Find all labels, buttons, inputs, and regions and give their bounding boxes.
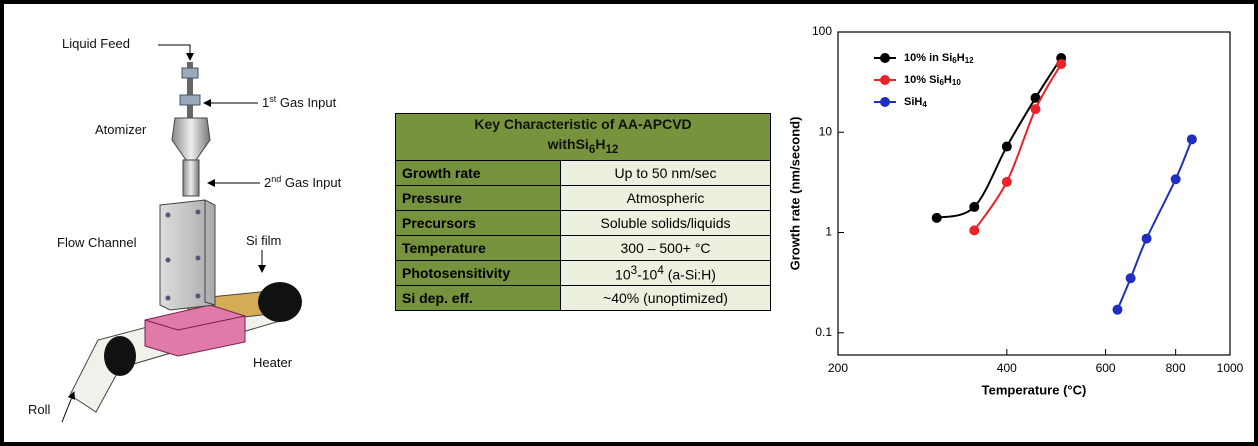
roll-left bbox=[104, 336, 136, 376]
y-tick-label: 100 bbox=[812, 24, 832, 38]
data-point bbox=[1001, 141, 1012, 152]
x-tick-label: 1000 bbox=[1217, 361, 1244, 375]
row-label: Photosensitivity bbox=[395, 260, 561, 286]
label: Roll bbox=[28, 402, 51, 417]
table-row: Temperature 300 – 500+ °C bbox=[395, 235, 771, 261]
series-line bbox=[1116, 138, 1193, 311]
x-tick-label: 400 bbox=[997, 361, 1017, 375]
apparatus-diagram: Liquid Feed 1st Gas Input Atomizer 2nd G… bbox=[28, 36, 342, 423]
data-point bbox=[1170, 174, 1181, 185]
nozzle bbox=[182, 159, 200, 197]
chart: 100 10 1 0.1 200 400 600 800 1000 Temperature (°C… bbox=[787, 24, 1243, 397]
row-value: 103-104 (a-Si:H) bbox=[560, 260, 771, 286]
bolts bbox=[165, 209, 201, 301]
characteristics-table: Key Characteristic of AA-APCVD withSi6H12… bbox=[395, 113, 771, 311]
series-line bbox=[973, 63, 1063, 231]
legend-label: 10% Si6H10 bbox=[904, 74, 961, 87]
y-tick-label: 1 bbox=[825, 225, 832, 239]
label: Si film bbox=[246, 233, 281, 248]
row-value: ~40% (unoptimized) bbox=[560, 285, 771, 311]
legend-label: SiH4 bbox=[904, 96, 927, 109]
x-tick-label: 200 bbox=[828, 361, 848, 375]
row-label: Pressure bbox=[395, 185, 561, 211]
text-part: withSi bbox=[547, 136, 589, 153]
label: Atomizer bbox=[95, 122, 147, 137]
table-row: Pressure Atmospheric bbox=[395, 185, 771, 211]
data-point bbox=[931, 212, 942, 223]
x-tick-label: 600 bbox=[1096, 361, 1116, 375]
data-point bbox=[1056, 58, 1067, 69]
row-value: Atmospheric bbox=[560, 185, 771, 211]
label: 2nd Gas Input bbox=[264, 174, 342, 190]
label: Flow Channel bbox=[57, 235, 137, 250]
data-point bbox=[969, 225, 980, 236]
y-tick-label: 10 bbox=[819, 124, 833, 138]
fitting bbox=[181, 67, 199, 79]
text-part: 10 bbox=[615, 266, 631, 283]
row-label: Temperature bbox=[395, 235, 561, 261]
data-point bbox=[1112, 304, 1123, 315]
text-part: 12 bbox=[605, 142, 619, 156]
plot-frame bbox=[837, 31, 1231, 356]
legend-label: 10% in Si6H12 bbox=[904, 52, 974, 65]
text-part: -10 bbox=[637, 266, 658, 283]
legend-marker bbox=[880, 97, 890, 107]
heater bbox=[144, 304, 246, 357]
x-tick-label: 800 bbox=[1166, 361, 1186, 375]
table-row: Growth rate Up to 50 nm/sec bbox=[395, 160, 771, 186]
data-point bbox=[969, 201, 980, 212]
text-part: 4 bbox=[657, 263, 664, 277]
table-row: Si dep. eff. ~40% (unoptimized) bbox=[395, 285, 771, 311]
y-axis-title: Growth rate (nm/second) bbox=[787, 117, 802, 271]
data-point bbox=[1001, 176, 1012, 187]
data-point bbox=[1141, 233, 1152, 244]
y-tick-label: 0.1 bbox=[815, 325, 832, 339]
data-point bbox=[1030, 104, 1041, 115]
table-row: Photosensitivity 103-104 (a-Si:H) bbox=[395, 260, 771, 286]
table-row: Precursors Soluble solids/liquids bbox=[395, 210, 771, 236]
fitting bbox=[179, 94, 201, 106]
atomizer-body bbox=[171, 117, 211, 161]
text-part: 3 bbox=[630, 263, 638, 277]
data-point bbox=[1030, 92, 1041, 103]
x-axis-title: Temperature (°C) bbox=[982, 382, 1087, 397]
row-value: Soluble solids/liquids bbox=[560, 210, 771, 236]
text-part: 6 bbox=[588, 142, 596, 156]
table-title: Key Characteristic of AA-APCVD withSi6H12 bbox=[395, 113, 771, 161]
roll-right bbox=[258, 282, 302, 322]
text-part: H bbox=[595, 136, 606, 153]
row-label: Precursors bbox=[395, 210, 561, 236]
text-part: (a-Si:H) bbox=[663, 266, 716, 283]
label: Liquid Feed bbox=[62, 36, 130, 51]
row-value: 300 – 500+ °C bbox=[560, 235, 771, 261]
data-point bbox=[1186, 134, 1197, 145]
label: Heater bbox=[253, 355, 293, 370]
row-label: Growth rate bbox=[395, 160, 561, 186]
row-label: Si dep. eff. bbox=[395, 285, 561, 311]
row-value: Up to 50 nm/sec bbox=[560, 160, 771, 186]
legend-marker bbox=[880, 75, 890, 85]
legend-marker bbox=[880, 53, 890, 63]
label: 1st Gas Input bbox=[262, 94, 337, 110]
data-point bbox=[1125, 273, 1136, 284]
